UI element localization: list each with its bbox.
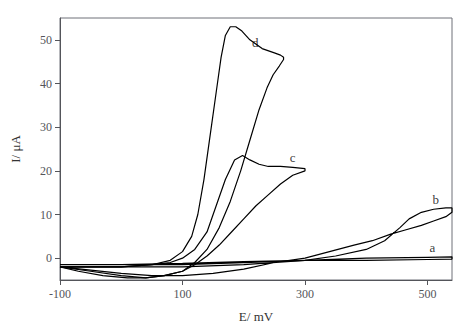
svg-text:c: c bbox=[290, 150, 296, 165]
svg-text:10: 10 bbox=[40, 208, 52, 222]
svg-text:300: 300 bbox=[296, 287, 314, 301]
svg-text:d: d bbox=[251, 34, 259, 50]
svg-text:b: b bbox=[433, 192, 440, 207]
svg-text:50: 50 bbox=[40, 33, 52, 47]
svg-text:100: 100 bbox=[174, 287, 192, 301]
svg-text:0: 0 bbox=[46, 251, 52, 265]
svg-text:-100: -100 bbox=[49, 287, 71, 301]
svg-text:I/ μA: I/ μA bbox=[8, 135, 23, 163]
svg-text:30: 30 bbox=[40, 120, 52, 134]
svg-text:40: 40 bbox=[40, 77, 52, 91]
svg-text:a: a bbox=[430, 240, 436, 255]
svg-text:20: 20 bbox=[40, 164, 52, 178]
svg-text:500: 500 bbox=[419, 287, 437, 301]
svg-text:E/ mV: E/ mV bbox=[239, 309, 274, 324]
